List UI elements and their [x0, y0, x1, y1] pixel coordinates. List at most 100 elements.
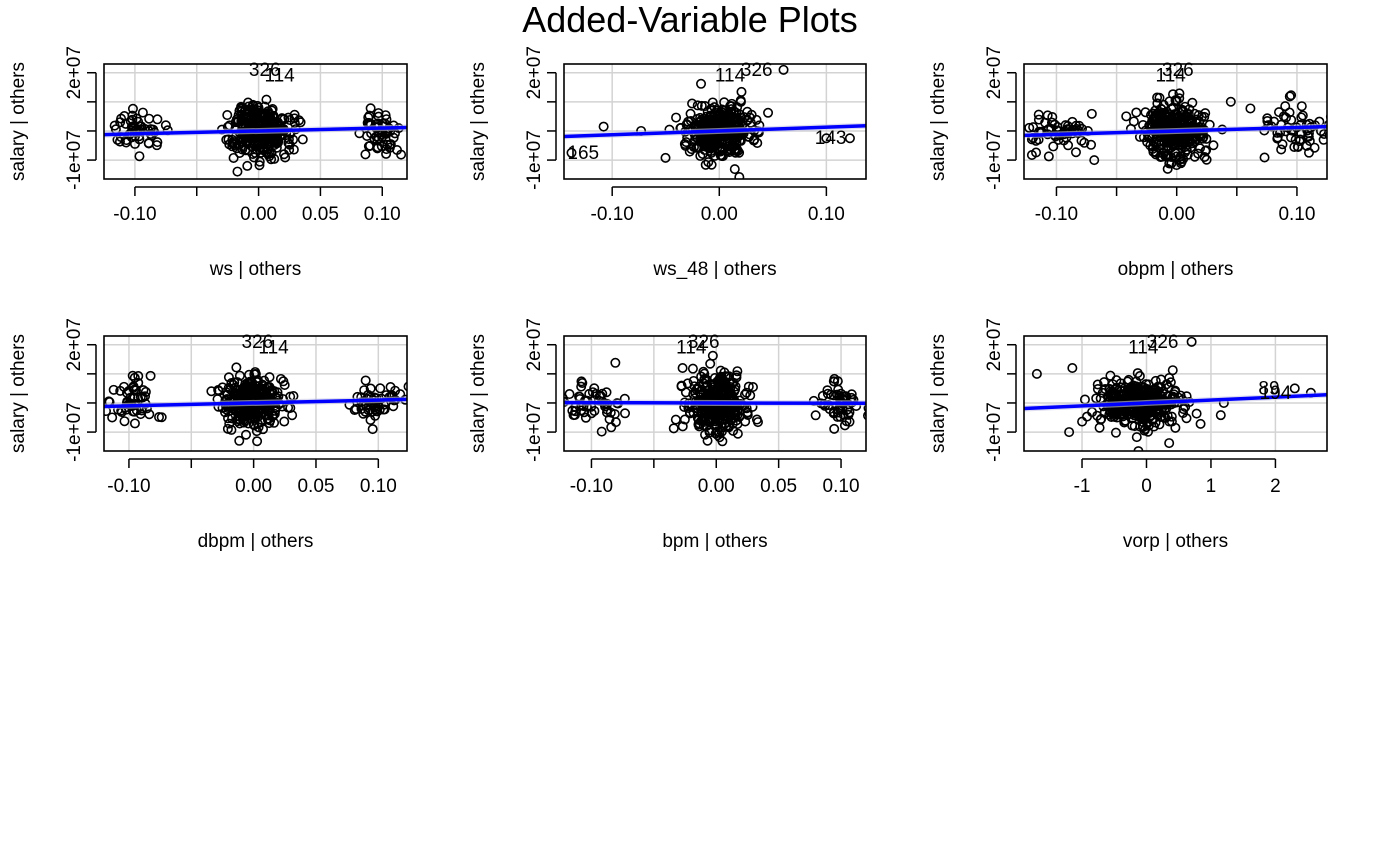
data-point	[253, 408, 264, 419]
data-point	[681, 137, 692, 148]
data-point	[1153, 382, 1164, 393]
data-point	[267, 115, 278, 126]
data-point	[1092, 384, 1103, 395]
data-point	[752, 417, 763, 428]
point-label: 326	[741, 60, 773, 81]
data-point	[708, 414, 719, 425]
y-tick-label: -1e+07	[524, 402, 545, 462]
data-point	[1126, 381, 1137, 392]
data-point	[1146, 414, 1157, 425]
data-point	[747, 382, 758, 393]
data-point	[742, 407, 753, 418]
data-point	[721, 388, 732, 399]
data-point	[1048, 141, 1059, 152]
data-point	[863, 403, 866, 413]
x-tick-label: 0.00	[1158, 204, 1195, 225]
data-point	[660, 152, 671, 163]
y-axis: -1e+07 2e+07 salary | others	[928, 318, 1017, 462]
data-point	[1129, 421, 1140, 432]
data-point	[694, 381, 705, 392]
data-point	[152, 114, 163, 125]
data-point	[570, 406, 581, 417]
data-point	[742, 106, 753, 117]
data-point	[1284, 91, 1295, 102]
x-axis: -0.10 0.00 0.10 ws_48 | others	[591, 186, 845, 280]
data-point	[706, 159, 717, 170]
data-point	[1191, 408, 1202, 419]
data-point	[370, 410, 381, 421]
y-tick-label: -1e+07	[984, 402, 1005, 462]
data-point	[1140, 107, 1151, 118]
data-point	[1133, 446, 1144, 451]
data-point	[1189, 151, 1200, 162]
data-point	[137, 107, 148, 118]
point-label: 165	[567, 143, 599, 164]
data-point	[1276, 144, 1287, 155]
y-axis-title: salary | others	[468, 334, 489, 453]
data-point	[223, 413, 234, 424]
data-point	[284, 139, 295, 150]
data-point	[1043, 151, 1054, 162]
data-point	[145, 370, 156, 381]
data-point	[677, 362, 688, 373]
data-point	[1286, 90, 1297, 101]
data-point	[223, 372, 234, 383]
data-point	[705, 358, 716, 369]
data-point	[131, 113, 142, 124]
data-point	[763, 107, 774, 118]
x-axis: -0.10 0.00 0.10 obpm | others	[1035, 186, 1315, 280]
data-point	[363, 141, 374, 152]
data-point	[1272, 132, 1283, 143]
data-point	[698, 135, 709, 146]
data-point	[144, 409, 155, 420]
data-point	[284, 144, 295, 155]
y-tick-label: -1e+07	[64, 402, 85, 462]
data-point	[739, 389, 750, 400]
data-point	[687, 98, 698, 109]
data-point	[1092, 379, 1103, 390]
data-point	[1138, 417, 1149, 428]
data-point	[699, 368, 710, 379]
data-point	[712, 383, 723, 394]
data-point	[810, 410, 821, 421]
data-point	[697, 407, 708, 418]
data-point	[1031, 368, 1042, 379]
x-axis-title: vorp | others	[1123, 531, 1228, 552]
data-point	[121, 137, 132, 148]
data-point	[351, 403, 362, 414]
data-point	[610, 357, 621, 368]
data-point	[1127, 386, 1138, 397]
fit-line	[104, 125, 407, 137]
data-point	[144, 113, 155, 124]
y-tick-label: 2e+07	[64, 46, 85, 99]
data-point	[1064, 427, 1075, 438]
data-point	[279, 380, 290, 391]
data-point	[241, 113, 252, 124]
data-point	[1033, 109, 1044, 120]
x-tick-label: 0.05	[760, 476, 797, 497]
data-point	[388, 132, 399, 143]
data-point	[1031, 147, 1042, 158]
data-point	[695, 150, 706, 161]
data-point	[1164, 438, 1175, 449]
data-point	[686, 144, 697, 155]
data-point	[228, 152, 239, 163]
data-point	[707, 138, 718, 149]
data-point	[1277, 139, 1288, 150]
data-point	[1245, 103, 1256, 114]
data-point	[1196, 111, 1207, 122]
data-point	[206, 386, 217, 397]
y-tick-label: 2e+07	[524, 318, 545, 371]
data-point	[731, 372, 742, 383]
data-point	[1131, 107, 1142, 118]
data-point	[276, 113, 287, 124]
data-point	[114, 136, 125, 147]
data-point	[1154, 142, 1165, 153]
data-point	[1262, 113, 1273, 124]
data-point	[1110, 427, 1121, 438]
data-point	[1131, 432, 1142, 443]
data-point	[1174, 93, 1185, 104]
point-label: 114	[1128, 338, 1159, 359]
data-point	[1174, 154, 1185, 165]
